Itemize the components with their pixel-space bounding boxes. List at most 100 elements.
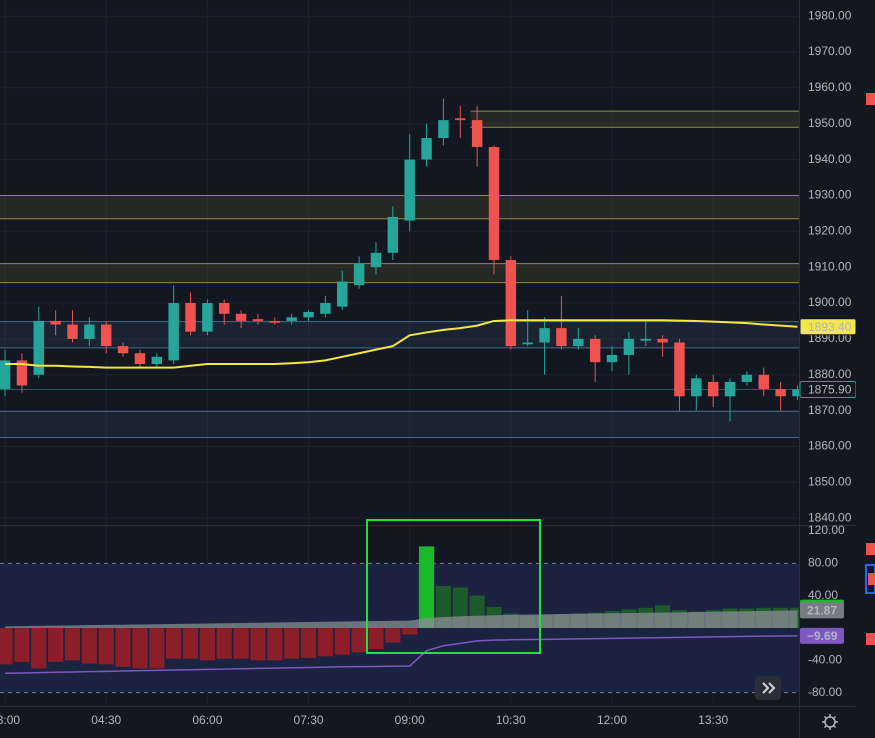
histogram-bar	[149, 628, 165, 669]
side-marker	[865, 564, 875, 594]
candle-body	[202, 303, 213, 332]
candle-body	[589, 338, 601, 363]
candle-body	[117, 346, 129, 354]
side-strip	[856, 0, 875, 738]
y-tick-label: 40.00	[808, 588, 838, 602]
histogram-bar	[300, 628, 317, 658]
histogram-bar	[81, 628, 97, 664]
candle-body	[488, 147, 500, 260]
candle-body	[724, 381, 736, 397]
candle-body	[252, 319, 264, 321]
candle-body	[623, 338, 635, 356]
y-tick-label: 1930.00	[808, 188, 852, 202]
y-tick-label: 1980.00	[808, 8, 852, 22]
candle-body	[84, 324, 95, 339]
histogram-bar	[48, 628, 64, 662]
histogram-bar	[14, 628, 30, 662]
x-tick-label: 07:30	[294, 713, 324, 727]
candle-body	[539, 328, 550, 343]
candle-body	[269, 320, 281, 323]
histogram-bar	[317, 628, 333, 657]
candle-body	[522, 342, 533, 345]
candle-body	[421, 138, 432, 160]
highlight-box	[366, 519, 541, 654]
histogram-bar	[31, 628, 47, 669]
histogram-bar	[284, 628, 300, 659]
candle-body	[438, 120, 449, 139]
candle-body	[33, 320, 45, 375]
histogram-bar	[267, 628, 283, 661]
x-tick-label: 09:00	[395, 713, 425, 727]
zone	[0, 263, 800, 283]
y-tick-label: 1920.00	[808, 223, 852, 237]
histogram-bar	[0, 628, 13, 665]
y-tick-label: 1940.00	[808, 152, 852, 166]
x-tick-label: 03:00	[0, 713, 20, 727]
candle-body	[320, 303, 331, 314]
histogram-bar	[98, 628, 114, 665]
candle-body	[151, 356, 163, 364]
histogram-bar	[233, 628, 249, 659]
y-tick-label: 1950.00	[808, 116, 852, 130]
zone	[0, 411, 800, 438]
histogram-bar	[368, 628, 384, 650]
candle-body	[758, 374, 769, 390]
candle-body	[404, 159, 415, 221]
candle-body	[455, 118, 466, 121]
histogram-bar	[250, 628, 266, 661]
side-marker	[866, 93, 875, 105]
histogram-bar	[182, 628, 199, 659]
histogram-bar	[351, 628, 367, 653]
y-tick-label: 80.00	[808, 556, 838, 570]
histogram-bar	[418, 546, 435, 629]
x-tick-label: 06:00	[192, 713, 222, 727]
histogram-bar	[385, 628, 401, 643]
value-tag-label: 21.87	[807, 603, 837, 617]
y-tick-label: 1960.00	[808, 80, 852, 94]
candle-body	[219, 303, 230, 314]
candle-body	[16, 360, 28, 386]
y-tick-label: 1860.00	[808, 439, 852, 453]
y-tick-label: 120.00	[808, 523, 845, 537]
price-tag-label: 1875.90	[808, 383, 852, 397]
histogram-bar	[166, 628, 182, 659]
histogram-bar	[402, 628, 418, 635]
candle-body	[707, 381, 719, 397]
signal-line	[5, 635, 798, 675]
y-tick-label: 1840.00	[808, 510, 852, 524]
settings-button[interactable]	[822, 714, 838, 730]
candle-body	[387, 216, 399, 253]
y-tick-label: 1910.00	[808, 259, 852, 273]
y-tick-label: -40.00	[808, 653, 842, 667]
histogram-bar	[199, 628, 215, 661]
histogram-bar	[334, 628, 350, 655]
value-tag	[800, 627, 844, 644]
side-marker	[868, 573, 875, 585]
zone	[0, 321, 800, 348]
candle-body	[286, 317, 297, 321]
x-tick-label: 12:00	[597, 713, 627, 727]
candle-body	[134, 353, 146, 364]
candle-body	[185, 303, 196, 332]
candle-body	[100, 324, 112, 347]
side-marker	[866, 633, 875, 645]
candle-body	[691, 378, 702, 397]
axes: 03:00 04:30 06:00 07:30 09:00 10:30 12:00 13:30…	[0, 8, 857, 727]
candle-body	[370, 252, 382, 268]
candle-body	[235, 313, 247, 321]
candle-body	[657, 338, 668, 343]
candle-body	[674, 342, 685, 397]
candle-body	[775, 389, 786, 397]
zone	[0, 195, 800, 219]
candle-body	[573, 338, 584, 347]
candle-body	[50, 320, 61, 325]
candle-body	[337, 281, 348, 307]
scroll-button[interactable]	[755, 676, 781, 700]
x-tick-label: 10:30	[496, 713, 526, 727]
area	[5, 610, 798, 629]
y-tick-label: 1850.00	[808, 474, 852, 488]
y-tick-label: 1870.00	[808, 403, 852, 417]
value-tag-label: −9.69	[807, 629, 838, 643]
side-marker	[866, 543, 875, 555]
x-tick-label: 13:30	[698, 713, 728, 727]
